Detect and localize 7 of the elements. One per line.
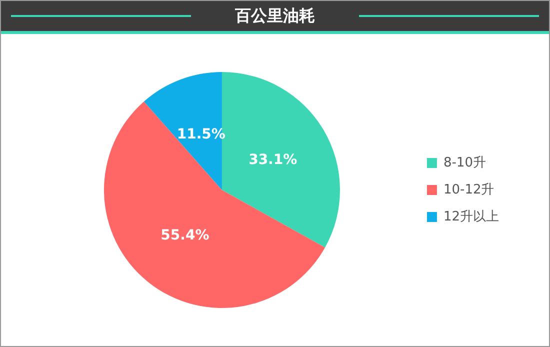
legend-label: 12升以上 xyxy=(443,209,500,224)
legend-label: 8-10升 xyxy=(443,155,486,170)
legend-label: 10-12升 xyxy=(443,182,494,198)
chart-title: 百公里油耗 xyxy=(234,6,316,27)
data-label: 11.5% xyxy=(176,126,226,142)
data-label: 33.1% xyxy=(248,152,298,168)
data-label: 55.4% xyxy=(160,228,210,244)
